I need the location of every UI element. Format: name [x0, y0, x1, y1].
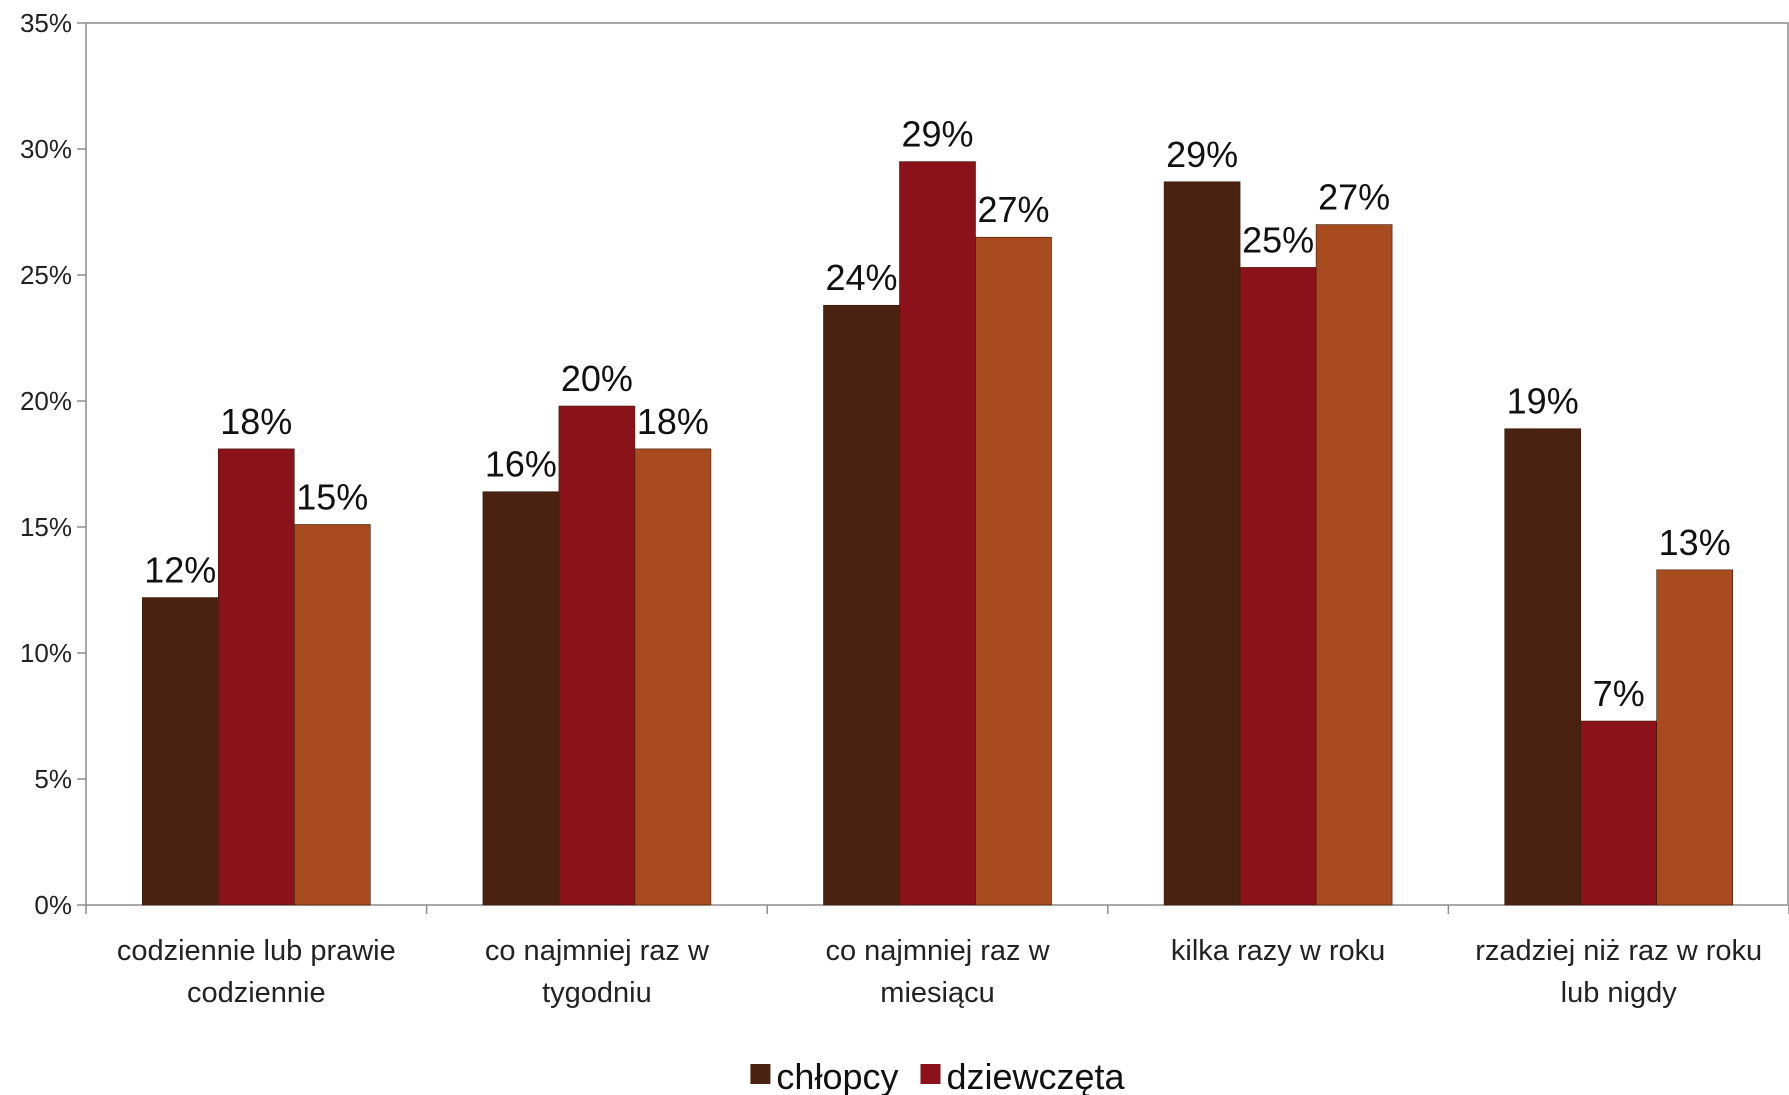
bar-3-5 [1656, 569, 1733, 906]
bars [142, 161, 1733, 906]
data-label: 29% [901, 114, 973, 155]
category-label: miesiącu [880, 977, 994, 1009]
data-label: 20% [561, 358, 633, 399]
category-label: codziennie lub prawie [117, 935, 396, 967]
bar-1-5 [1504, 428, 1581, 906]
data-label: 18% [220, 401, 292, 442]
y-tick-label: 10% [20, 638, 72, 668]
bar-1-1 [142, 597, 219, 906]
bar-2-3 [899, 161, 976, 906]
category-label: kilka razy w roku [1171, 935, 1385, 967]
bar-3-3 [975, 236, 1052, 906]
bar-2-1 [218, 448, 295, 906]
category-label: tygodniu [542, 977, 652, 1009]
y-axis: 0% 5% 10% 15% 20% 25% 30% 35% [20, 8, 86, 920]
bar-3-2 [634, 448, 712, 906]
y-tick-label: 5% [34, 764, 72, 794]
bar-2-2 [558, 405, 636, 906]
y-tick-label: 20% [20, 386, 72, 416]
y-tick-label: 0% [34, 890, 72, 920]
category-label: codziennie [187, 977, 326, 1009]
data-label: 27% [977, 189, 1049, 230]
y-tick-label: 30% [20, 134, 72, 164]
bar-3-1 [293, 524, 371, 906]
category-label: co najmniej raz w [485, 935, 710, 967]
legend-label: chłopcy [776, 1056, 898, 1095]
data-label: 24% [825, 257, 897, 298]
data-label: 18% [637, 401, 709, 442]
data-label: 16% [485, 444, 557, 485]
data-label: 7% [1593, 673, 1645, 714]
legend-swatch [750, 1064, 771, 1084]
legend: chłopcy dziewczęta [750, 1056, 1126, 1095]
data-label: 13% [1659, 522, 1731, 563]
data-label: 29% [1166, 134, 1238, 175]
x-axis: codziennie lub prawie codziennie co najmni… [85, 905, 1789, 1009]
data-labels: 12%18%15%16%20%18%24%29%27%29%25%27%19%7… [144, 114, 1730, 714]
data-label: 15% [296, 476, 368, 517]
data-label: 27% [1318, 177, 1390, 218]
y-tick-label: 35% [20, 8, 72, 38]
legend-swatch [920, 1064, 941, 1084]
category-label: rzadziej niż raz w roku [1475, 935, 1762, 967]
bar-1-4 [1163, 181, 1241, 906]
y-tick-label: 15% [20, 512, 72, 542]
category-label: co najmniej raz w [825, 935, 1050, 967]
data-label: 12% [144, 550, 216, 591]
data-label: 19% [1507, 381, 1579, 422]
bar-2-4 [1239, 267, 1317, 906]
legend-label: dziewczęta [946, 1056, 1125, 1095]
category-label: lub nigdy [1561, 977, 1678, 1009]
bar-1-2 [482, 491, 560, 906]
bar-2-5 [1580, 720, 1657, 906]
bar-3-4 [1315, 224, 1393, 906]
bar-1-3 [823, 304, 900, 906]
y-tick-label: 25% [20, 260, 72, 290]
data-label: 25% [1242, 219, 1314, 260]
